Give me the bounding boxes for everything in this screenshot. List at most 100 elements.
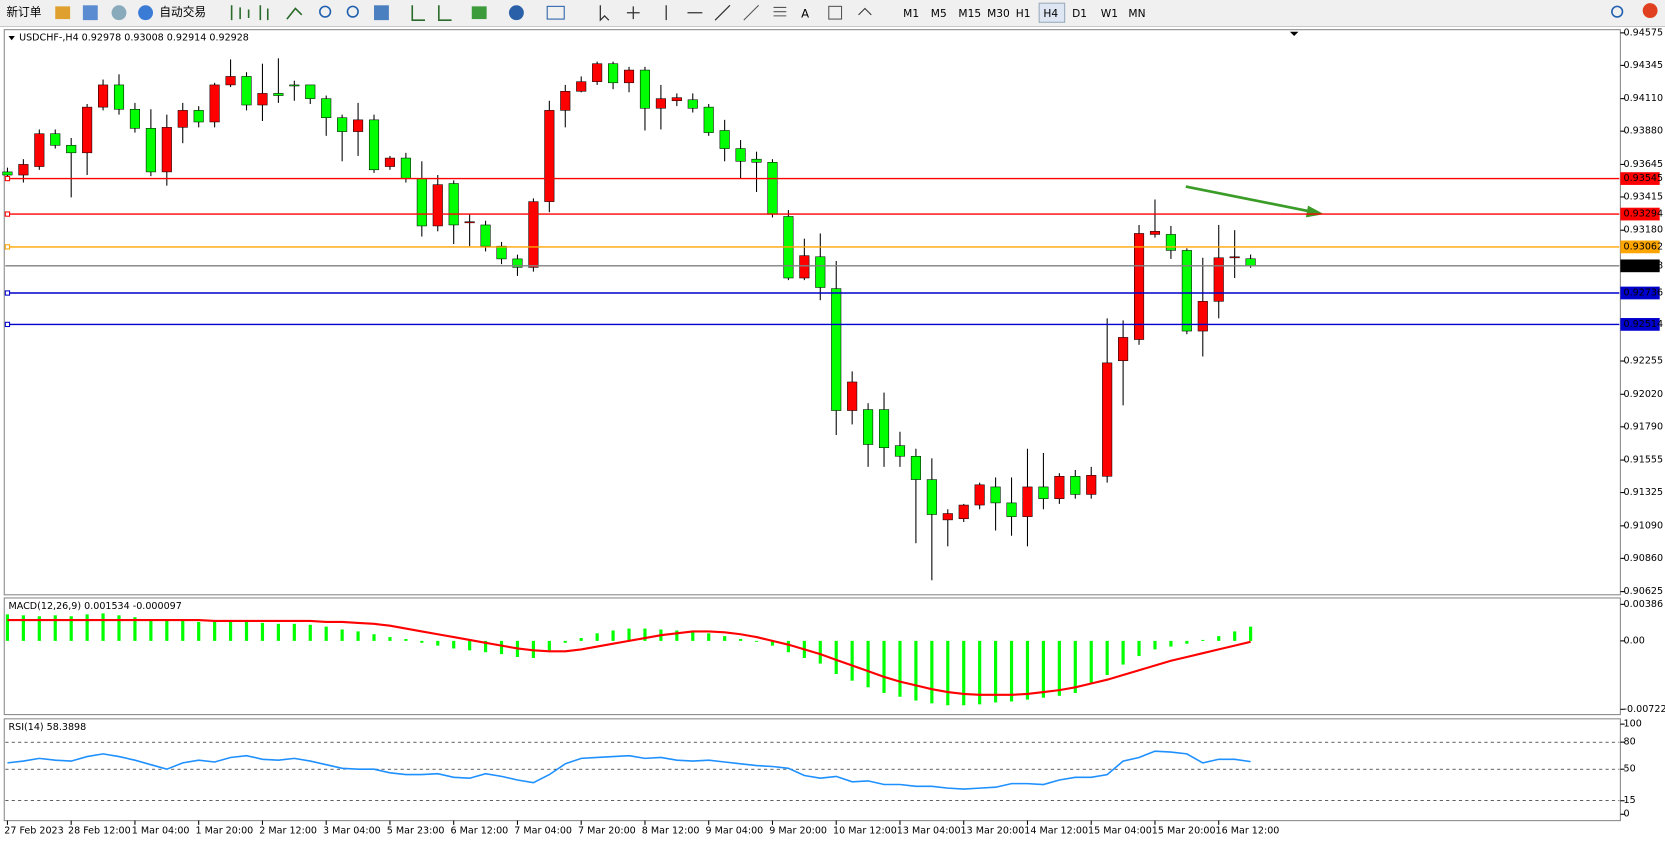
timeframe-button[interactable]: M1 [903, 7, 919, 20]
candle-body [416, 178, 427, 227]
macd-bar [5, 614, 10, 641]
candle-body [432, 184, 443, 227]
candle-body [1070, 476, 1081, 495]
y-tick-label: 15 [1624, 795, 1636, 806]
macd-bar [770, 640, 775, 646]
macd-bar [228, 620, 233, 641]
icon [346, 5, 359, 18]
macd-bar [595, 633, 599, 641]
macd-bar [1057, 640, 1061, 696]
trend-arrow [1185, 185, 1314, 214]
icon [508, 5, 524, 21]
candle-body [2, 171, 13, 176]
timeframe-button[interactable]: H4 [1043, 7, 1058, 20]
candle-body [145, 128, 156, 173]
macd-bar [579, 638, 583, 641]
level-label-bg [1620, 240, 1660, 254]
candle-body [528, 201, 539, 268]
macd-bar [213, 621, 217, 641]
candle-body [608, 63, 619, 84]
x-tick-label: 15 Mar 04:00 [1088, 826, 1152, 837]
x-tick-label: 8 Mar 12:00 [642, 826, 700, 837]
macd-bar [21, 615, 25, 641]
search-icon[interactable] [1611, 5, 1624, 18]
x-tick-label: 14 Mar 12:00 [1024, 826, 1088, 837]
candle-body [990, 486, 1001, 504]
y-tick-label: 0 [1624, 809, 1630, 820]
candle-body [273, 93, 284, 96]
macd-bar [1169, 640, 1173, 647]
y-tick-label: 0.91555 [1624, 455, 1664, 466]
candle-body [1038, 486, 1049, 499]
macd-bar [1201, 639, 1205, 641]
macd-bar [1249, 626, 1253, 641]
y-tick-label: 0.93645 [1624, 159, 1664, 170]
icon [55, 6, 71, 20]
candle-body [671, 97, 682, 102]
candle-body [337, 117, 348, 132]
candle-body [400, 157, 411, 179]
macd-bar [1153, 640, 1157, 650]
notification-badge[interactable] [1642, 3, 1658, 19]
candle-body [98, 84, 109, 108]
y-tick-label: 0.90860 [1624, 553, 1664, 564]
y-tick-label: 50 [1624, 764, 1636, 775]
icon [138, 5, 154, 21]
timeframe-button[interactable]: M15 [958, 7, 981, 20]
x-tick-label: 10 Mar 12:00 [833, 826, 897, 837]
toolbar-bg [0, 0, 1665, 27]
candle-body [66, 145, 77, 154]
macd-bar [866, 640, 870, 688]
candle-body [113, 84, 125, 110]
candle-body [926, 479, 937, 515]
macd-bar [276, 623, 280, 641]
x-tick-label: 1 Mar 04:00 [132, 826, 190, 837]
macd-bar [308, 624, 312, 641]
rsi-line [7, 750, 1251, 790]
macd-bar [85, 614, 89, 641]
x-tick-label: 1 Mar 20:00 [196, 826, 254, 837]
level-label-bg [1620, 286, 1660, 300]
macd-bar [675, 630, 679, 641]
candle-body [592, 63, 603, 82]
candle-body [1118, 337, 1129, 362]
timeframe-button[interactable]: H1 [1016, 7, 1031, 20]
icon [230, 5, 303, 21]
timeframe-button[interactable]: M5 [931, 7, 947, 20]
macd-bar [914, 640, 918, 701]
x-tick-label: 7 Mar 04:00 [514, 826, 572, 837]
macd-bar [850, 640, 854, 681]
macd-bar [165, 620, 169, 641]
symbol-toggle[interactable] [8, 36, 15, 41]
macd-bar [1105, 640, 1109, 675]
x-tick-label: 15 Mar 20:00 [1152, 826, 1216, 837]
macd-bar [882, 640, 886, 693]
timeframe-button[interactable]: D1 [1072, 7, 1087, 20]
candle-body [1054, 476, 1065, 499]
timeframe-button[interactable]: W1 [1101, 7, 1118, 20]
rsi-panel [3, 718, 1621, 822]
candle-body [1229, 256, 1240, 259]
toolbar-button[interactable]: 自动交易 [159, 5, 206, 19]
icon [374, 5, 389, 21]
candle-body [82, 106, 93, 154]
candle-body [353, 119, 364, 132]
candle-body [1022, 486, 1033, 517]
panel-title: MACD(12,26,9) 0.001534 -0.000097 [9, 601, 182, 612]
level-label: 0.93545 [1624, 173, 1664, 184]
candle-body [464, 221, 475, 224]
candle-body [177, 110, 188, 128]
macd-bar [483, 640, 488, 653]
candle-body [368, 119, 380, 171]
candle-body [1006, 502, 1017, 517]
timeframe-button[interactable]: M30 [987, 7, 1010, 20]
y-tick-label: 0.93180 [1624, 225, 1664, 236]
panel-title: RSI(14) 58.3898 [9, 722, 87, 733]
toolbar-button[interactable]: 新订单 [6, 5, 41, 19]
macd-bar [898, 640, 902, 697]
candle-body [560, 91, 571, 111]
macd-bar [1137, 640, 1141, 657]
macd-bar [707, 633, 711, 641]
timeframe-button[interactable]: MN [1128, 7, 1145, 20]
y-tick-label: 0.92255 [1624, 356, 1664, 367]
